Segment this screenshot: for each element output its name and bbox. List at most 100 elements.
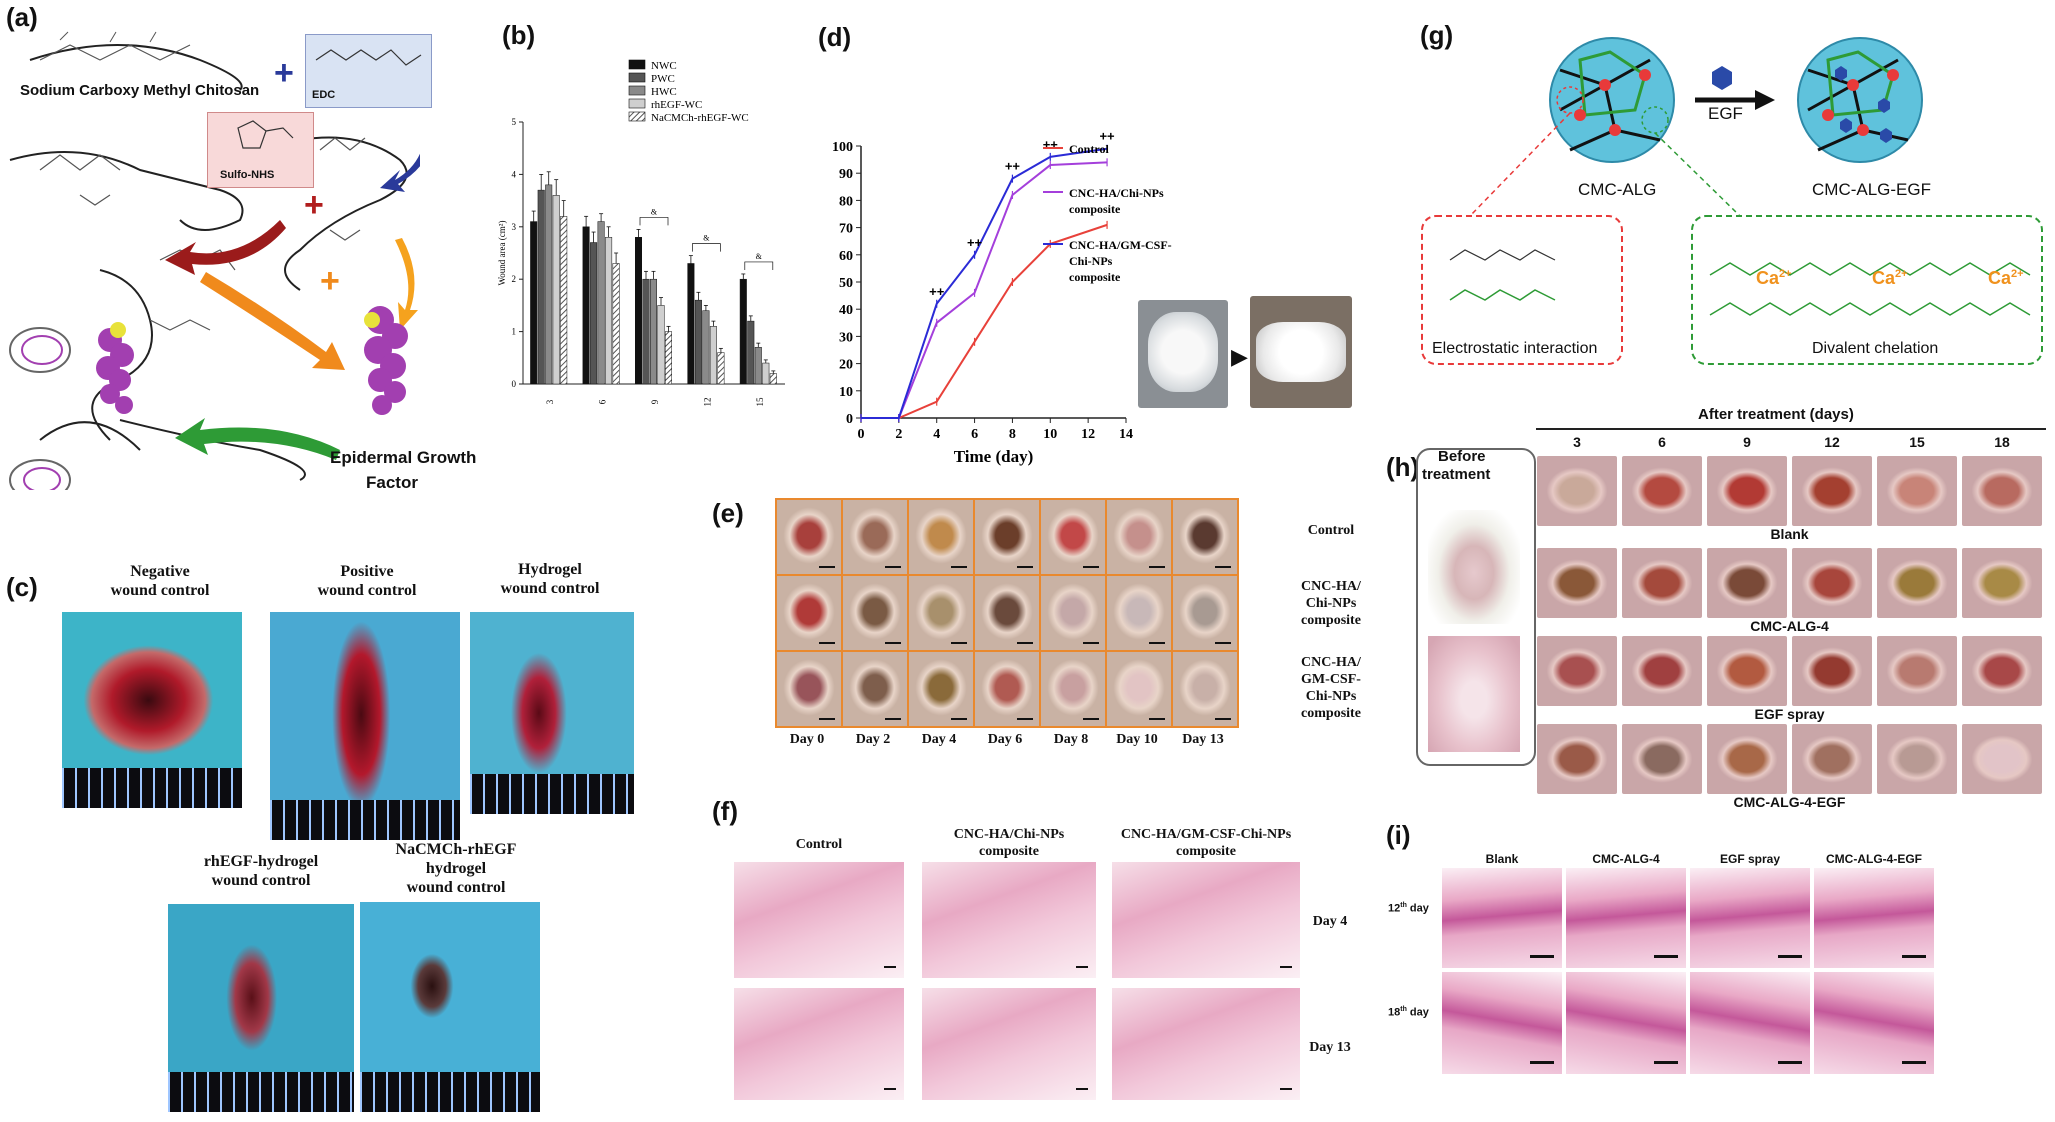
wound-photo (1792, 724, 1872, 794)
ruler (270, 800, 460, 840)
bar (552, 195, 560, 385)
ruler (470, 774, 634, 814)
x-tick-label: 9 (650, 399, 660, 404)
panel-c-caption-line: wound control (317, 582, 417, 599)
x-tick-label: 0 (858, 427, 865, 442)
panel-e-row-label-line: Control (1307, 523, 1355, 538)
panel-h-day-label: 9 (1743, 434, 1751, 450)
bar (694, 299, 702, 385)
wound-photo (1105, 650, 1173, 728)
wound-photo (1105, 498, 1173, 576)
panel-f-column-label: CNC-HA/Chi-NPs composite (922, 826, 1096, 860)
wound-photo (1537, 724, 1617, 794)
wound-photo (1622, 724, 1702, 794)
histology-image (734, 862, 904, 978)
significance-bracket (744, 261, 774, 270)
before-treatment-label-2: treatment (1422, 466, 1491, 483)
wound-photo (1039, 574, 1107, 652)
ruler (168, 1072, 354, 1112)
significance-label: & (756, 252, 763, 261)
bar (762, 362, 770, 385)
day-suffix: th (1400, 902, 1407, 909)
scale-bar (1215, 566, 1231, 568)
panel-h-day-label: 12 (1824, 434, 1840, 450)
wound-photo (1622, 548, 1702, 618)
legend-label: rhEGF-WC (651, 99, 702, 111)
ruler (62, 768, 242, 808)
panel-h-day-label: 6 (1658, 434, 1666, 450)
before-treatment-box (1416, 448, 1536, 766)
bar (582, 226, 590, 385)
significance-label: & (703, 234, 710, 243)
wound-photo (1962, 456, 2042, 526)
significance-label: ++ (967, 235, 983, 250)
bar (717, 352, 725, 385)
scale-bar (1017, 718, 1033, 720)
scale-bar (1530, 955, 1554, 958)
wound-photo (1537, 456, 1617, 526)
x-axis-label: Time (day) (954, 447, 1034, 466)
wound-photo (168, 904, 354, 1112)
scale-bar (819, 642, 835, 644)
y-tick-label: 100 (832, 140, 853, 155)
panel-h-group-label: CMC-ALG-4 (1750, 618, 1829, 634)
egf-label-1: Epidermal Growth (330, 448, 477, 467)
panel-e-day-label: Day 10 (1116, 732, 1158, 747)
bar (657, 305, 665, 385)
panel-e-row-label-line: composite (1301, 613, 1361, 628)
edc-label: EDC (312, 89, 336, 101)
egf-protein-left (96, 322, 134, 414)
histology-image (922, 862, 1096, 978)
panel-i-label: (i) (1386, 820, 1411, 850)
arrow-icon: ▶ (1231, 344, 1248, 369)
panel-g-label: (g) (1420, 20, 1454, 50)
day-suffix: th (1400, 1006, 1407, 1013)
panel-h-group-label: Blank (1770, 526, 1809, 542)
significance-bracket (639, 217, 669, 226)
wound-photo (775, 650, 843, 728)
x-tick-label: 12 (1081, 427, 1095, 442)
wound-photo (841, 574, 909, 652)
wound-photo (907, 574, 975, 652)
scale-bar (1902, 955, 1926, 958)
y-tick-label: 60 (839, 249, 853, 264)
legend-label: CNC-HA/Chi-NPs (1069, 186, 1164, 200)
panel-e-day-label: Day 4 (921, 732, 957, 747)
cmc-alg-egf-title: CMC-ALG-EGF (1812, 180, 1931, 199)
y-tick-label: 30 (839, 330, 853, 345)
histology-image (1814, 868, 1934, 968)
histology-image (922, 988, 1096, 1100)
legend-label: HWC (651, 86, 677, 98)
wound-photo (1537, 636, 1617, 706)
scale-bar (1280, 966, 1292, 968)
histology-image (1566, 972, 1686, 1074)
scale-bar (1076, 1088, 1088, 1090)
day-number: 18 (1388, 1006, 1401, 1019)
scale-bar (1017, 566, 1033, 568)
edc-structure (315, 49, 422, 66)
wound-photo (1105, 574, 1173, 652)
panel-c-caption-line: wound control (500, 580, 600, 597)
significance-bracket (692, 243, 721, 252)
wound-photo (1622, 636, 1702, 706)
legend-label: NaCMCh-rhEGF-WC (651, 112, 749, 124)
histology-image (1442, 868, 1562, 968)
x-tick-label: 10 (1043, 427, 1057, 442)
bar (650, 278, 657, 385)
legend-swatch (628, 98, 646, 109)
bar (635, 237, 642, 385)
legend-swatch (628, 111, 646, 122)
scale-bar (1902, 1061, 1926, 1064)
scale-bar (1149, 566, 1165, 568)
wound-photo (1792, 636, 1872, 706)
x-tick-label: 4 (933, 427, 940, 442)
wound-photo (62, 612, 242, 808)
electrostatic-label: Electrostatic interaction (1432, 340, 1598, 357)
panel-e-day-label: Day 0 (789, 732, 825, 747)
histology-image (1112, 988, 1300, 1100)
wound-photo (1707, 636, 1787, 706)
panel-a-label: (a) (6, 2, 38, 32)
significance-label: ++ (1099, 129, 1115, 144)
scale-bar (1654, 955, 1678, 958)
panel-e-row-label-line: CNC-HA/ (1301, 579, 1361, 594)
